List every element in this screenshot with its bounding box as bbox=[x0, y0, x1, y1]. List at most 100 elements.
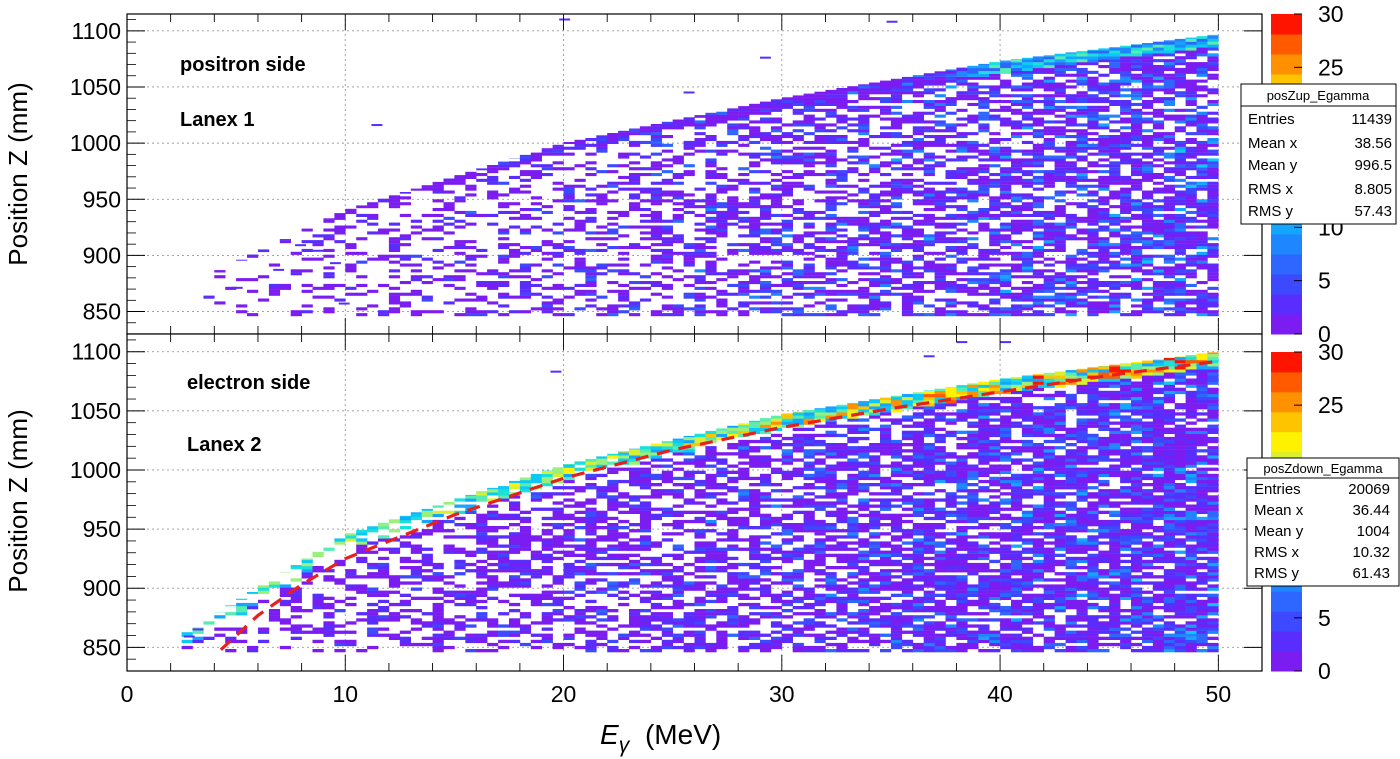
heatmap-bin-top-1689 bbox=[934, 257, 946, 261]
heatmap-bin-top-1688 bbox=[934, 263, 946, 267]
heatmap-bin-top-1911 bbox=[978, 149, 990, 153]
heatmap-bin-top-780 bbox=[705, 231, 717, 235]
heatmap-bin-bot-160 bbox=[367, 612, 379, 616]
heatmap-bin-top-3020 bbox=[1174, 263, 1186, 267]
heatmap-bin-top-682 bbox=[672, 269, 684, 273]
heatmap-bin-top-3132 bbox=[1185, 91, 1197, 95]
heatmap-bin-top-1425 bbox=[869, 82, 881, 86]
heatmap-bin-top-2837 bbox=[1142, 164, 1154, 168]
heatmap-bin-top-1409 bbox=[869, 199, 881, 203]
heatmap-bin-bot-254 bbox=[421, 642, 433, 647]
heatmap-bin-bot-575 bbox=[541, 532, 553, 536]
heatmap-bin-bot-1006 bbox=[672, 587, 684, 591]
heatmap-bin-bot-413 bbox=[487, 581, 499, 585]
heatmap-bin-bot-681 bbox=[574, 486, 586, 490]
heatmap-bin-top-1075 bbox=[781, 102, 793, 106]
heatmap-bin-top-1257 bbox=[836, 283, 848, 287]
heatmap-bin-top-626 bbox=[650, 193, 662, 197]
heatmap-bin-bot-373 bbox=[476, 618, 488, 622]
heatmap-bin-top-197 bbox=[443, 205, 455, 209]
heatmap-bin-top-1612 bbox=[912, 132, 924, 136]
heatmap-bin-top-2322 bbox=[1054, 155, 1066, 159]
heatmap-bin-top-362 bbox=[541, 310, 553, 314]
heatmap-bin-top-2926 bbox=[1152, 65, 1165, 69]
heatmap-bin-bot-835 bbox=[629, 633, 641, 637]
heatmap-bin-bot-323 bbox=[454, 636, 466, 640]
heatmap-bin-top-1602 bbox=[912, 184, 924, 188]
heatmap-bin-top-2098 bbox=[1011, 62, 1023, 66]
heatmap-bin-top-2554 bbox=[1098, 237, 1110, 241]
heatmap-bin-top-1669 bbox=[923, 91, 935, 95]
heatmap-bin-top-662 bbox=[661, 219, 673, 223]
heatmap-bin-top-1326 bbox=[847, 123, 859, 127]
heatmap-bin-top-1373 bbox=[858, 120, 870, 124]
heatmap-bin-top-2394 bbox=[1065, 111, 1077, 115]
heatmap-bin-bot-1315 bbox=[749, 562, 761, 567]
heatmap-bin-bot-433 bbox=[487, 489, 499, 493]
stats-top-label-2: Mean y bbox=[1248, 157, 1298, 174]
heatmap-bin-top-1254 bbox=[836, 298, 848, 302]
heatmap-bin-bot-550 bbox=[530, 476, 542, 481]
heatmap-bin-top-2758 bbox=[1131, 199, 1143, 203]
heatmap-bin-bot-255 bbox=[421, 636, 433, 640]
heatmap-bin-bot-250 bbox=[410, 532, 422, 536]
heatmap-bin-top-1378 bbox=[858, 97, 870, 101]
heatmap-bin-bot-266 bbox=[421, 553, 433, 557]
heatmap-bin-bot-82 bbox=[301, 558, 313, 561]
heatmap-bin-top-474 bbox=[585, 161, 597, 165]
heatmap-bin-bot-1334 bbox=[749, 483, 761, 487]
heatmap-bin-top-49 bbox=[323, 286, 335, 290]
heatmap-bin-top-3153 bbox=[1196, 301, 1208, 305]
heatmap-bin-bot-688 bbox=[585, 639, 597, 644]
heatmap-bin-top-1909 bbox=[978, 158, 990, 162]
heatmap-bin-top-1081 bbox=[792, 292, 804, 296]
heatmap-bin-bot-1378 bbox=[760, 492, 772, 496]
heatmap-bin-bot-876 bbox=[639, 627, 652, 631]
heatmap-bin-top-2414 bbox=[1076, 286, 1088, 290]
heatmap-bin-top-1471 bbox=[880, 105, 892, 109]
heatmap-bin-bot-464 bbox=[509, 624, 521, 628]
heatmap-bin-top-1838 bbox=[967, 257, 979, 261]
heatmap-bin-bot-20 bbox=[236, 639, 248, 644]
heatmap-bin-bot-557 bbox=[541, 618, 553, 622]
heatmap-bin-top-609 bbox=[650, 260, 662, 264]
heatmap-bin-bot-1302 bbox=[749, 633, 761, 637]
heatmap-bin-top-298 bbox=[509, 310, 521, 314]
heatmap-bin-bot-283 bbox=[432, 618, 444, 622]
heatmap-bin-top-1686 bbox=[934, 269, 946, 273]
heatmap-bin-top-2610 bbox=[1109, 266, 1121, 270]
heatmap-bin-bot-689 bbox=[585, 633, 597, 637]
heatmap-bin-top-2903 bbox=[1152, 164, 1165, 168]
heatmap-bin-top-2893 bbox=[1152, 219, 1165, 223]
heatmap-bin-top-571 bbox=[629, 175, 641, 179]
heatmap-bin-bot-656 bbox=[574, 627, 586, 631]
heatmap-bin-top-2090 bbox=[1011, 100, 1023, 104]
heatmap-bin-top-1171 bbox=[814, 254, 826, 258]
heatmap-bin-top-1294 bbox=[836, 91, 848, 95]
heatmap-bin-top-1152 bbox=[803, 123, 815, 127]
heatmap-bin-bot-307 bbox=[443, 630, 455, 634]
heatmap-bin-top-2203 bbox=[1032, 146, 1044, 150]
heatmap-bin-top-621 bbox=[650, 213, 662, 217]
heatmap-bin-top-309 bbox=[509, 202, 521, 206]
heatmap-bin-top-3002 bbox=[1163, 44, 1175, 48]
heatmap-bin-bot-1031 bbox=[672, 452, 684, 456]
heatmap-bin-top-619 bbox=[650, 219, 662, 223]
heatmap-bin-top-1866 bbox=[967, 97, 979, 101]
heatmap-bin-bot-150 bbox=[356, 538, 368, 542]
heatmap-bin-top-3263 bbox=[1207, 149, 1219, 153]
heatmap-bin-bot-860 bbox=[629, 495, 641, 499]
heatmap-bin-top-3161 bbox=[1196, 260, 1208, 264]
heatmap-bin-top-1216 bbox=[825, 228, 837, 232]
heatmap-bin-top-2335 bbox=[1054, 91, 1066, 95]
heatmap-bin-top-519 bbox=[607, 181, 619, 185]
heatmap-bin-top-2732 bbox=[1131, 310, 1143, 314]
heatmap-bin-top-1296 bbox=[836, 88, 848, 89]
heatmap-bin-top-3227 bbox=[1207, 278, 1219, 282]
heatmap-bin-top-271 bbox=[487, 170, 499, 174]
heatmap-bin-top-1001 bbox=[770, 266, 783, 270]
heatmap-bin-top-757 bbox=[694, 149, 706, 153]
heatmap-bin-top-1212 bbox=[825, 248, 837, 252]
heatmap-bin-top-1397 bbox=[869, 251, 881, 255]
heatmap-bin-bot-1376 bbox=[760, 498, 772, 502]
